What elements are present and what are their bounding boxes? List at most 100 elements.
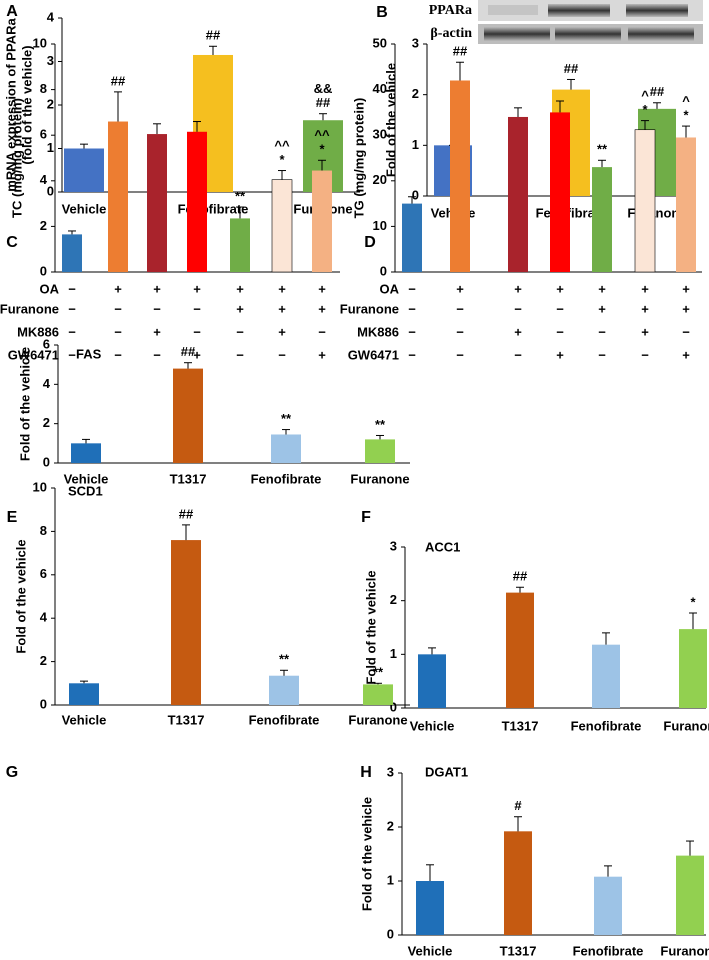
blot-label: β-actin [430, 26, 472, 41]
condition-mark: + [318, 301, 326, 316]
bar [269, 675, 299, 705]
y-tick-label: 1 [387, 872, 394, 887]
bar [108, 121, 128, 273]
condition-mark: + [193, 281, 201, 296]
bar [69, 683, 99, 705]
y-axis-label: (fold of the vehicle) [19, 45, 34, 164]
x-tick-label: Vehicle [62, 712, 107, 727]
condition-mark: + [318, 281, 326, 296]
chart-title: FAS [76, 346, 102, 361]
condition-mark: − [408, 324, 416, 339]
condition-name: Furanone [0, 301, 59, 316]
y-axis-label: Fold of the vehicle [13, 539, 28, 653]
condition-mark: + [153, 324, 161, 339]
condition-mark: + [598, 301, 606, 316]
western-blot: PPARa β-actin [429, 0, 703, 44]
condition-name: GW6471 [348, 347, 399, 362]
significance-label: ** [281, 411, 292, 426]
condition-mark: − [153, 301, 161, 316]
blot-band [555, 27, 621, 41]
y-tick-label: 2 [390, 592, 397, 607]
condition-mark: − [641, 347, 649, 362]
significance-label: ## [181, 344, 196, 359]
bar [592, 167, 612, 272]
blot-band [628, 27, 694, 41]
panel-label: E [7, 509, 18, 526]
bar [312, 170, 332, 272]
y-tick-label: 8 [40, 523, 47, 538]
panel-label: C [6, 234, 18, 251]
y-tick-label: 0 [412, 187, 419, 202]
bar [450, 80, 470, 272]
y-tick-label: 8 [40, 81, 47, 96]
condition-mark: − [114, 347, 122, 362]
condition-mark: + [318, 347, 326, 362]
significance-label: * [642, 102, 648, 117]
condition-mark: − [514, 347, 522, 362]
y-tick-label: 4 [47, 9, 55, 24]
significance-label: ^ [682, 94, 690, 109]
y-tick-label: 0 [40, 263, 47, 278]
significance-label: ** [597, 142, 608, 157]
condition-mark: − [408, 281, 416, 296]
x-tick-label: Furanone [660, 943, 709, 958]
condition-mark: − [556, 301, 564, 316]
condition-mark: + [456, 281, 464, 296]
y-tick-label: 10 [33, 479, 47, 494]
panel-label: A [6, 3, 18, 20]
significance-label: # [514, 798, 522, 813]
x-tick-label: Fenofibrate [251, 471, 322, 486]
condition-name: OA [380, 281, 400, 296]
condition-name: MK886 [17, 324, 59, 339]
significance-label: ## [564, 61, 579, 76]
y-tick-label: 1 [412, 137, 419, 152]
bar [171, 540, 201, 705]
condition-mark: − [236, 347, 244, 362]
condition-mark: − [236, 324, 244, 339]
bar [676, 855, 704, 935]
x-tick-label: Vehicle [410, 718, 455, 733]
condition-mark: − [514, 301, 522, 316]
significance-label: ** [373, 665, 384, 680]
condition-mark: − [193, 301, 201, 316]
condition-name: Furanone [340, 301, 399, 316]
significance-label: * [683, 108, 689, 123]
condition-mark: + [598, 281, 606, 296]
condition-mark: + [641, 324, 649, 339]
condition-mark: + [114, 281, 122, 296]
y-tick-label: 2 [43, 415, 50, 430]
x-tick-label: Vehicle [64, 471, 109, 486]
y-tick-label: 0 [43, 454, 50, 469]
y-tick-label: 2 [47, 96, 54, 111]
condition-mark: − [598, 324, 606, 339]
y-tick-label: 3 [387, 764, 394, 779]
bar [508, 116, 528, 273]
condition-mark: − [114, 324, 122, 339]
y-tick-label: 2 [40, 218, 47, 233]
bar [64, 148, 104, 192]
x-tick-label: T1317 [168, 712, 205, 727]
y-tick-label: 0 [380, 263, 387, 278]
significance-label: && [314, 81, 333, 96]
panel-label: G [6, 764, 18, 781]
y-tick-label: 6 [40, 566, 47, 581]
condition-mark: + [556, 347, 564, 362]
blot-band [548, 4, 610, 17]
y-tick-label: 6 [40, 127, 47, 142]
condition-mark: + [682, 281, 690, 296]
bar [550, 112, 570, 273]
y-tick-label: 0 [390, 699, 397, 714]
condition-name: OA [40, 281, 60, 296]
x-tick-label: Vehicle [408, 943, 453, 958]
y-tick-label: 30 [373, 127, 387, 142]
condition-mark: + [641, 301, 649, 316]
bar [634, 129, 656, 273]
y-tick-label: 1 [47, 140, 54, 155]
significance-label: ## [206, 28, 221, 43]
condition-mark: + [514, 324, 522, 339]
condition-mark: − [598, 347, 606, 362]
condition-mark: − [556, 324, 564, 339]
significance-label: ^ [641, 88, 649, 103]
bar [187, 131, 207, 272]
